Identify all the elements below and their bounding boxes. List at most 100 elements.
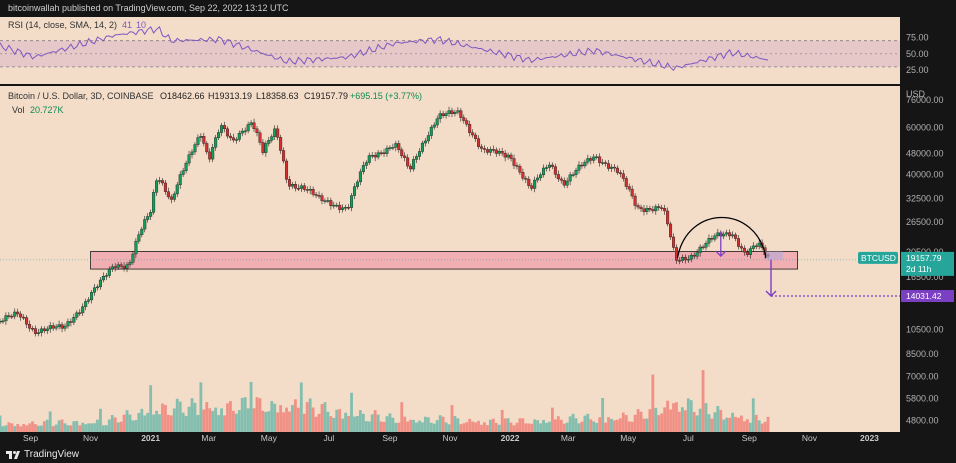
volume-bar	[199, 382, 203, 432]
candle-body	[589, 158, 593, 161]
candle-body	[10, 315, 14, 318]
candle-body	[223, 125, 227, 130]
volume-bar	[125, 410, 129, 432]
volume-bar	[760, 423, 764, 432]
candle-body	[550, 164, 554, 167]
candle-body	[355, 181, 359, 187]
volume-bar	[19, 426, 23, 432]
volume-bar	[695, 415, 699, 432]
volume-bar	[28, 423, 31, 432]
candle-body	[4, 315, 8, 322]
candle-body	[465, 120, 469, 125]
time-axis[interactable]: Sep Nov 2021 Mar May Jul Sep Nov 2022 Mar May Jul Se…	[0, 432, 956, 447]
candle-body	[367, 155, 371, 163]
candle-body	[158, 180, 162, 182]
candle-body	[243, 130, 247, 133]
price-axis[interactable]: USD 76000.00 60000.00 48000.00 40000.00 3250…	[858, 86, 956, 432]
volume-bar	[645, 418, 649, 432]
volume-bar	[344, 412, 348, 432]
footer-bar: TradingView	[0, 447, 956, 463]
candle-body	[296, 187, 300, 190]
candle-body	[754, 245, 758, 248]
volume-bar	[258, 398, 262, 432]
target-badge-label: 14031.42	[906, 291, 942, 301]
candle-body	[287, 179, 291, 187]
candle-body	[28, 324, 32, 329]
volume-bar	[568, 416, 572, 432]
volume-bar	[539, 423, 542, 432]
volume-bar	[583, 415, 587, 432]
volume-bar	[60, 419, 64, 432]
candle-body	[98, 279, 102, 288]
candle-body	[140, 228, 144, 235]
volume-bar	[704, 403, 708, 432]
candle-body	[190, 151, 194, 155]
candle-body	[122, 266, 126, 269]
volume-bar	[181, 412, 185, 432]
volume-bar	[613, 420, 616, 432]
rsi-tick-label: 25.00	[906, 65, 929, 75]
volume-bar	[719, 409, 723, 432]
candle-body	[358, 171, 362, 183]
candle-body	[432, 124, 436, 128]
candle-body	[193, 144, 197, 153]
price-chart[interactable]: RSI (14, close, SMA, 14, 2) 41 10 75.00 …	[0, 17, 956, 447]
volume-bar	[119, 421, 123, 432]
candle-body	[660, 207, 664, 209]
candle-body	[423, 140, 427, 144]
volume-bar	[556, 416, 560, 432]
candle-body	[166, 191, 170, 198]
candle-body	[332, 204, 336, 207]
price-badge	[901, 251, 954, 276]
support-zone	[90, 251, 798, 270]
countdown-label: 2d 11h	[906, 264, 932, 274]
volume-bar	[296, 407, 300, 432]
candle-body	[683, 256, 687, 261]
volume-bar	[202, 409, 206, 432]
volume-bar	[246, 408, 250, 432]
candle-body	[701, 246, 705, 249]
candle-body	[347, 207, 351, 209]
volume-bar	[166, 414, 170, 432]
candle-body	[285, 160, 289, 180]
volume-bar	[90, 423, 93, 432]
volume-bar	[279, 405, 283, 432]
volume-bar	[0, 415, 2, 432]
candle-body	[394, 143, 398, 148]
volume-bar	[96, 419, 99, 432]
volume-bar	[329, 416, 333, 432]
volume-bar	[382, 421, 386, 432]
volume-bar	[660, 413, 664, 432]
candle-body	[125, 264, 129, 269]
volume-bar	[692, 411, 696, 432]
candle-body	[438, 113, 442, 120]
candle-body	[748, 248, 752, 255]
volume-bar	[400, 402, 404, 432]
volume-bar	[373, 410, 377, 432]
candle-body	[657, 206, 661, 208]
volume-bar	[580, 421, 584, 432]
volume-bar	[515, 422, 519, 432]
candle-body	[648, 208, 652, 210]
time-tick-label: May	[620, 433, 637, 443]
candle-body	[716, 232, 720, 236]
candle-body	[305, 189, 309, 191]
candle-body	[642, 208, 646, 212]
candle-body	[459, 110, 463, 118]
candle-body	[72, 317, 76, 323]
candle-body	[598, 156, 602, 164]
candle-body	[480, 146, 484, 149]
candle-body	[512, 158, 516, 166]
legend-change: +695.15 (+3.77%)	[350, 91, 422, 101]
volume-bar	[231, 410, 235, 432]
volume-bar	[459, 424, 463, 432]
volume-bar	[326, 411, 330, 432]
rsi-value-1: 41	[122, 20, 132, 30]
volume-bar	[169, 415, 173, 432]
candle-body	[163, 182, 167, 192]
candle-body	[497, 151, 501, 154]
volume-bar	[350, 392, 353, 432]
candle-body	[187, 154, 191, 164]
volume-bar	[530, 423, 534, 432]
candle-body	[246, 124, 250, 132]
